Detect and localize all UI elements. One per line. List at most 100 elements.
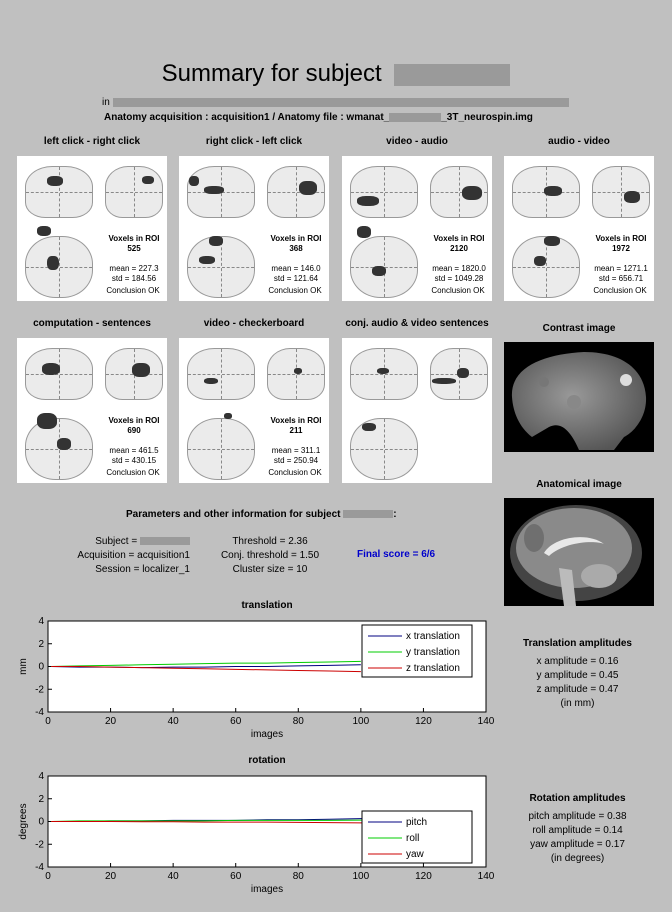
activation-blob xyxy=(357,196,379,206)
x-tick-label: 120 xyxy=(415,716,432,727)
contrast-image-title: Contrast image xyxy=(542,323,616,334)
page-title: Summary for subject xyxy=(0,60,672,88)
y-tick-label: -2 xyxy=(35,684,44,695)
panel-title: conj. audio & video sentences xyxy=(345,318,489,329)
contrast-panel: Voxels in ROI 2120 mean = 1820.0 std = 104… xyxy=(342,156,492,301)
y-tick-label: 2 xyxy=(38,794,44,805)
activation-blob xyxy=(457,368,469,378)
glass-brain-view xyxy=(187,348,255,400)
conclusion-label: Conclusion OK xyxy=(593,286,647,295)
activation-blob xyxy=(199,256,215,264)
conclusion-label: Conclusion OK xyxy=(431,286,485,295)
contrast-brain-graphic xyxy=(511,352,647,450)
x-tick-label: 60 xyxy=(230,716,242,727)
activation-blob xyxy=(132,363,150,377)
glass-brain-view xyxy=(592,166,650,218)
activation-blob xyxy=(544,236,560,246)
x-tick-label: 100 xyxy=(353,871,370,882)
glass-brain-view xyxy=(187,236,255,298)
conclusion-label: Conclusion OK xyxy=(268,286,322,295)
conclusion-label: Conclusion OK xyxy=(268,468,322,477)
activation-blob xyxy=(372,266,386,276)
x-tick-label: 140 xyxy=(478,871,495,882)
activation-blob xyxy=(534,256,546,266)
anatomy-line: Anatomy acquisition : acquisition1 / Ana… xyxy=(104,112,533,123)
translation-chart: 0 20 40 60 80 100 120 140 -4 -2 0 2 4 images mm x trans… xyxy=(18,616,495,740)
redacted-path xyxy=(112,97,569,107)
legend-label: pitch xyxy=(406,817,427,828)
rotation-chart-title: rotation xyxy=(248,755,286,766)
x-tick-label: 80 xyxy=(293,871,305,882)
glass-brain-view xyxy=(430,166,488,218)
y-tick-label: 0 xyxy=(38,662,44,673)
redacted-subject xyxy=(140,537,190,546)
params-heading: Parameters and other information for sub… xyxy=(126,509,397,520)
activation-blob xyxy=(204,186,224,194)
activation-blob xyxy=(299,181,317,195)
panel-title: right click - left click xyxy=(205,136,303,147)
contrast-panel xyxy=(342,338,492,483)
conclusion-label: Conclusion OK xyxy=(106,468,160,477)
y-tick-label: -4 xyxy=(35,707,44,718)
series-line-y-translation xyxy=(51,660,361,667)
series-line-z-translation xyxy=(51,666,361,673)
conclusion-label: Conclusion OK xyxy=(106,286,160,295)
roi-stats: Voxels in ROI 1972 mean = 1271.1 std = 656… xyxy=(594,234,648,283)
glass-brain-view xyxy=(267,348,325,400)
activation-blob xyxy=(377,368,389,374)
activation-blob xyxy=(357,226,371,238)
roi-stats: Voxels in ROI 211 mean = 311.1 std = 250.9… xyxy=(270,416,322,465)
x-tick-label: 40 xyxy=(168,716,180,727)
roi-stats: Voxels in ROI 2120 mean = 1820.0 std = 104… xyxy=(432,234,486,283)
glass-brain-view xyxy=(25,166,93,218)
y-tick-label: -4 xyxy=(35,862,44,873)
glass-brain-view xyxy=(105,166,163,218)
final-score: Final score = 6/6 xyxy=(357,549,436,560)
x-tick-label: 40 xyxy=(168,871,180,882)
x-tick-label: 60 xyxy=(230,871,242,882)
y-axis-label: mm xyxy=(18,658,29,675)
activation-blob xyxy=(224,413,232,419)
x-tick-label: 20 xyxy=(105,716,117,727)
contrast-panel: Voxels in ROI 368 mean = 146.0 std = 121.6… xyxy=(179,156,329,301)
glass-brain-view xyxy=(25,236,93,298)
glass-brain-view xyxy=(350,348,418,400)
activation-blob xyxy=(189,176,199,186)
legend-label: x translation xyxy=(406,631,460,642)
x-tick-label: 80 xyxy=(293,716,305,727)
panel-title: computation - sentences xyxy=(33,318,151,329)
glass-brain-view xyxy=(350,418,418,480)
activation-blob xyxy=(57,438,71,450)
y-tick-label: 0 xyxy=(38,817,44,828)
anatomical-image xyxy=(504,498,654,606)
in-line: in xyxy=(102,97,569,108)
sagittal-mri-graphic xyxy=(510,505,642,606)
legend-label: z translation xyxy=(406,663,460,674)
panel-title: audio - video xyxy=(548,136,610,147)
x-tick-label: 20 xyxy=(105,871,117,882)
y-tick-label: 4 xyxy=(38,616,44,627)
y-tick-label: 4 xyxy=(38,771,44,782)
glass-brain-view xyxy=(25,348,93,400)
roi-stats: Voxels in ROI 690 mean = 461.5 std = 430.1… xyxy=(108,416,160,465)
x-axis-label: images xyxy=(251,729,283,740)
y-tick-label: -2 xyxy=(35,839,44,850)
activation-blob xyxy=(47,256,59,270)
legend-label: yaw xyxy=(406,849,425,860)
legend-label: y translation xyxy=(406,647,460,658)
redacted-subject-id xyxy=(343,510,394,519)
activation-blob xyxy=(47,176,63,186)
activation-blob xyxy=(462,186,482,200)
rotation-amplitudes: Rotation amplitudes pitch amplitude = 0.… xyxy=(528,793,627,864)
contrast-panel: Voxels in ROI 1972 mean = 1271.1 std = 656… xyxy=(504,156,654,301)
activation-blob xyxy=(432,378,456,384)
redacted-anatomy-id xyxy=(389,112,442,122)
redacted-subject-name xyxy=(394,63,511,86)
panel-title: video - audio xyxy=(386,136,448,147)
params-col-1: Subject = Acquisition = acquisition1 Ses… xyxy=(77,536,190,575)
x-tick-label: 100 xyxy=(353,716,370,727)
roi-stats: Voxels in ROI 368 mean = 146.0 std = 121.6… xyxy=(270,234,322,283)
anatomical-image-title: Anatomical image xyxy=(536,479,622,490)
x-tick-label: 0 xyxy=(45,871,51,882)
x-tick-label: 0 xyxy=(45,716,51,727)
